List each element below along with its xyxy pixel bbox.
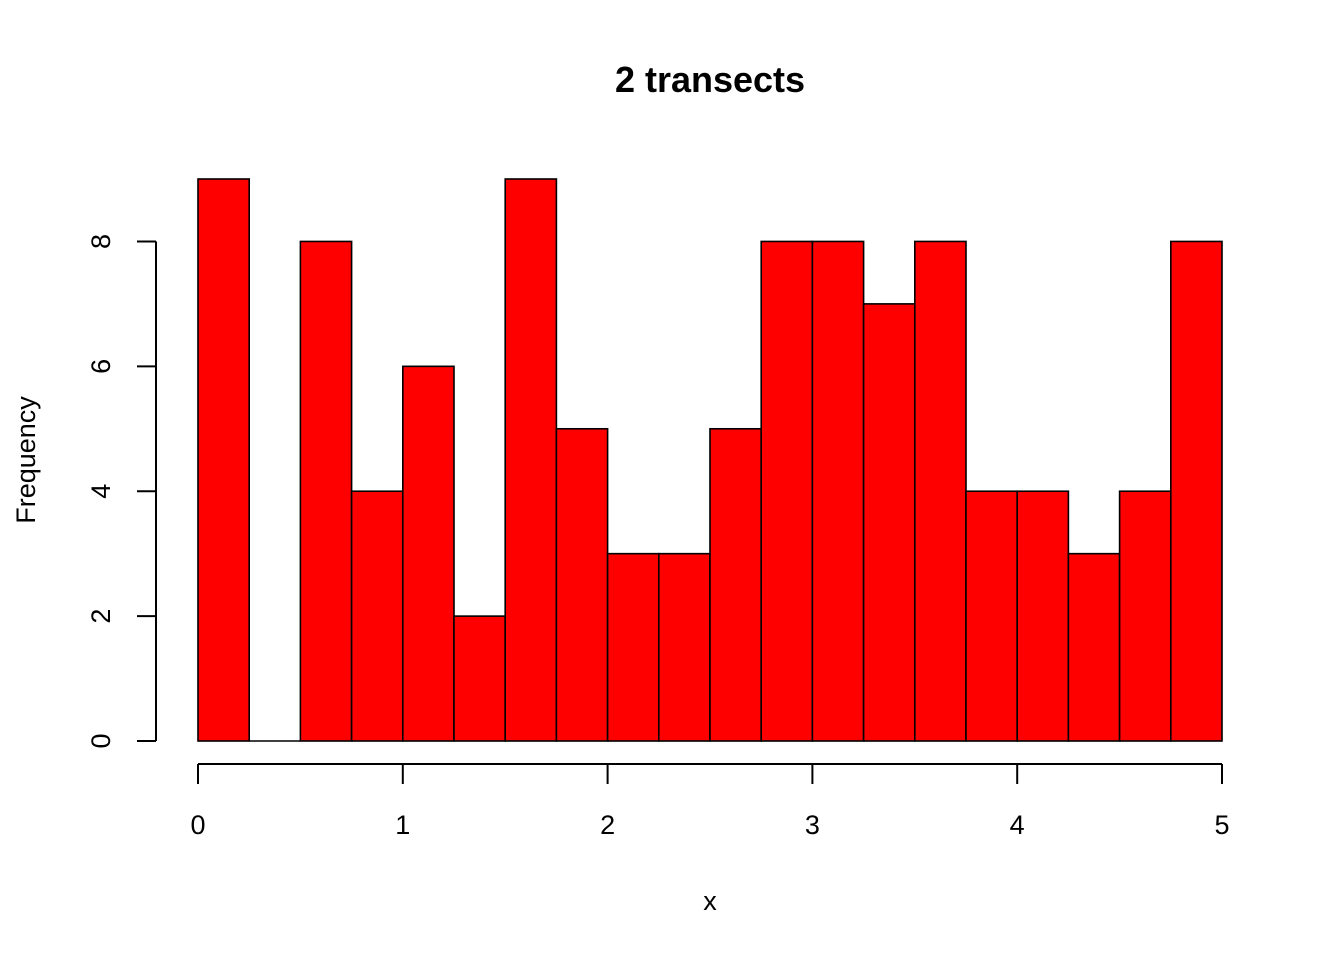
histogram-bar bbox=[401, 365, 455, 742]
histogram-bar bbox=[453, 615, 507, 742]
chart-title: 2 transects bbox=[615, 59, 805, 100]
x-tick-label: 0 bbox=[190, 810, 205, 840]
y-tick-label: 8 bbox=[86, 234, 116, 249]
x-axis: 0 1 2 3 4 5 bbox=[190, 763, 1230, 840]
histogram-bar bbox=[965, 490, 1019, 742]
histogram-bar bbox=[1016, 490, 1070, 742]
histogram-bar bbox=[1067, 552, 1121, 742]
histogram-bar bbox=[197, 178, 251, 742]
histogram-bar bbox=[1118, 490, 1172, 742]
y-axis: 0 2 4 6 8 bbox=[86, 234, 157, 749]
x-tick-label: 4 bbox=[1010, 810, 1025, 840]
x-axis-label: x bbox=[703, 886, 717, 916]
y-tick-label: 4 bbox=[86, 484, 116, 499]
histogram-bar bbox=[350, 490, 404, 742]
histogram-bar bbox=[862, 303, 916, 742]
histogram-bar bbox=[504, 178, 558, 742]
histogram-bar bbox=[760, 240, 814, 742]
y-tick-label: 2 bbox=[86, 609, 116, 624]
histogram-bar bbox=[657, 552, 711, 742]
x-tick-label: 1 bbox=[395, 810, 410, 840]
bars-group bbox=[197, 178, 1223, 742]
x-tick-label: 2 bbox=[600, 810, 615, 840]
y-tick-label: 0 bbox=[86, 733, 116, 748]
y-axis-label: Frequency bbox=[11, 396, 41, 524]
y-tick-label: 6 bbox=[86, 359, 116, 374]
histogram-bar bbox=[299, 240, 353, 742]
x-tick-label: 3 bbox=[805, 810, 820, 840]
histogram-bar bbox=[709, 427, 763, 742]
histogram-bar bbox=[606, 552, 660, 742]
x-tick-label: 5 bbox=[1214, 810, 1229, 840]
histogram-bar bbox=[555, 427, 609, 742]
histogram-bar bbox=[1170, 240, 1223, 742]
histogram-bar bbox=[913, 240, 967, 742]
histogram-bar bbox=[811, 240, 865, 742]
